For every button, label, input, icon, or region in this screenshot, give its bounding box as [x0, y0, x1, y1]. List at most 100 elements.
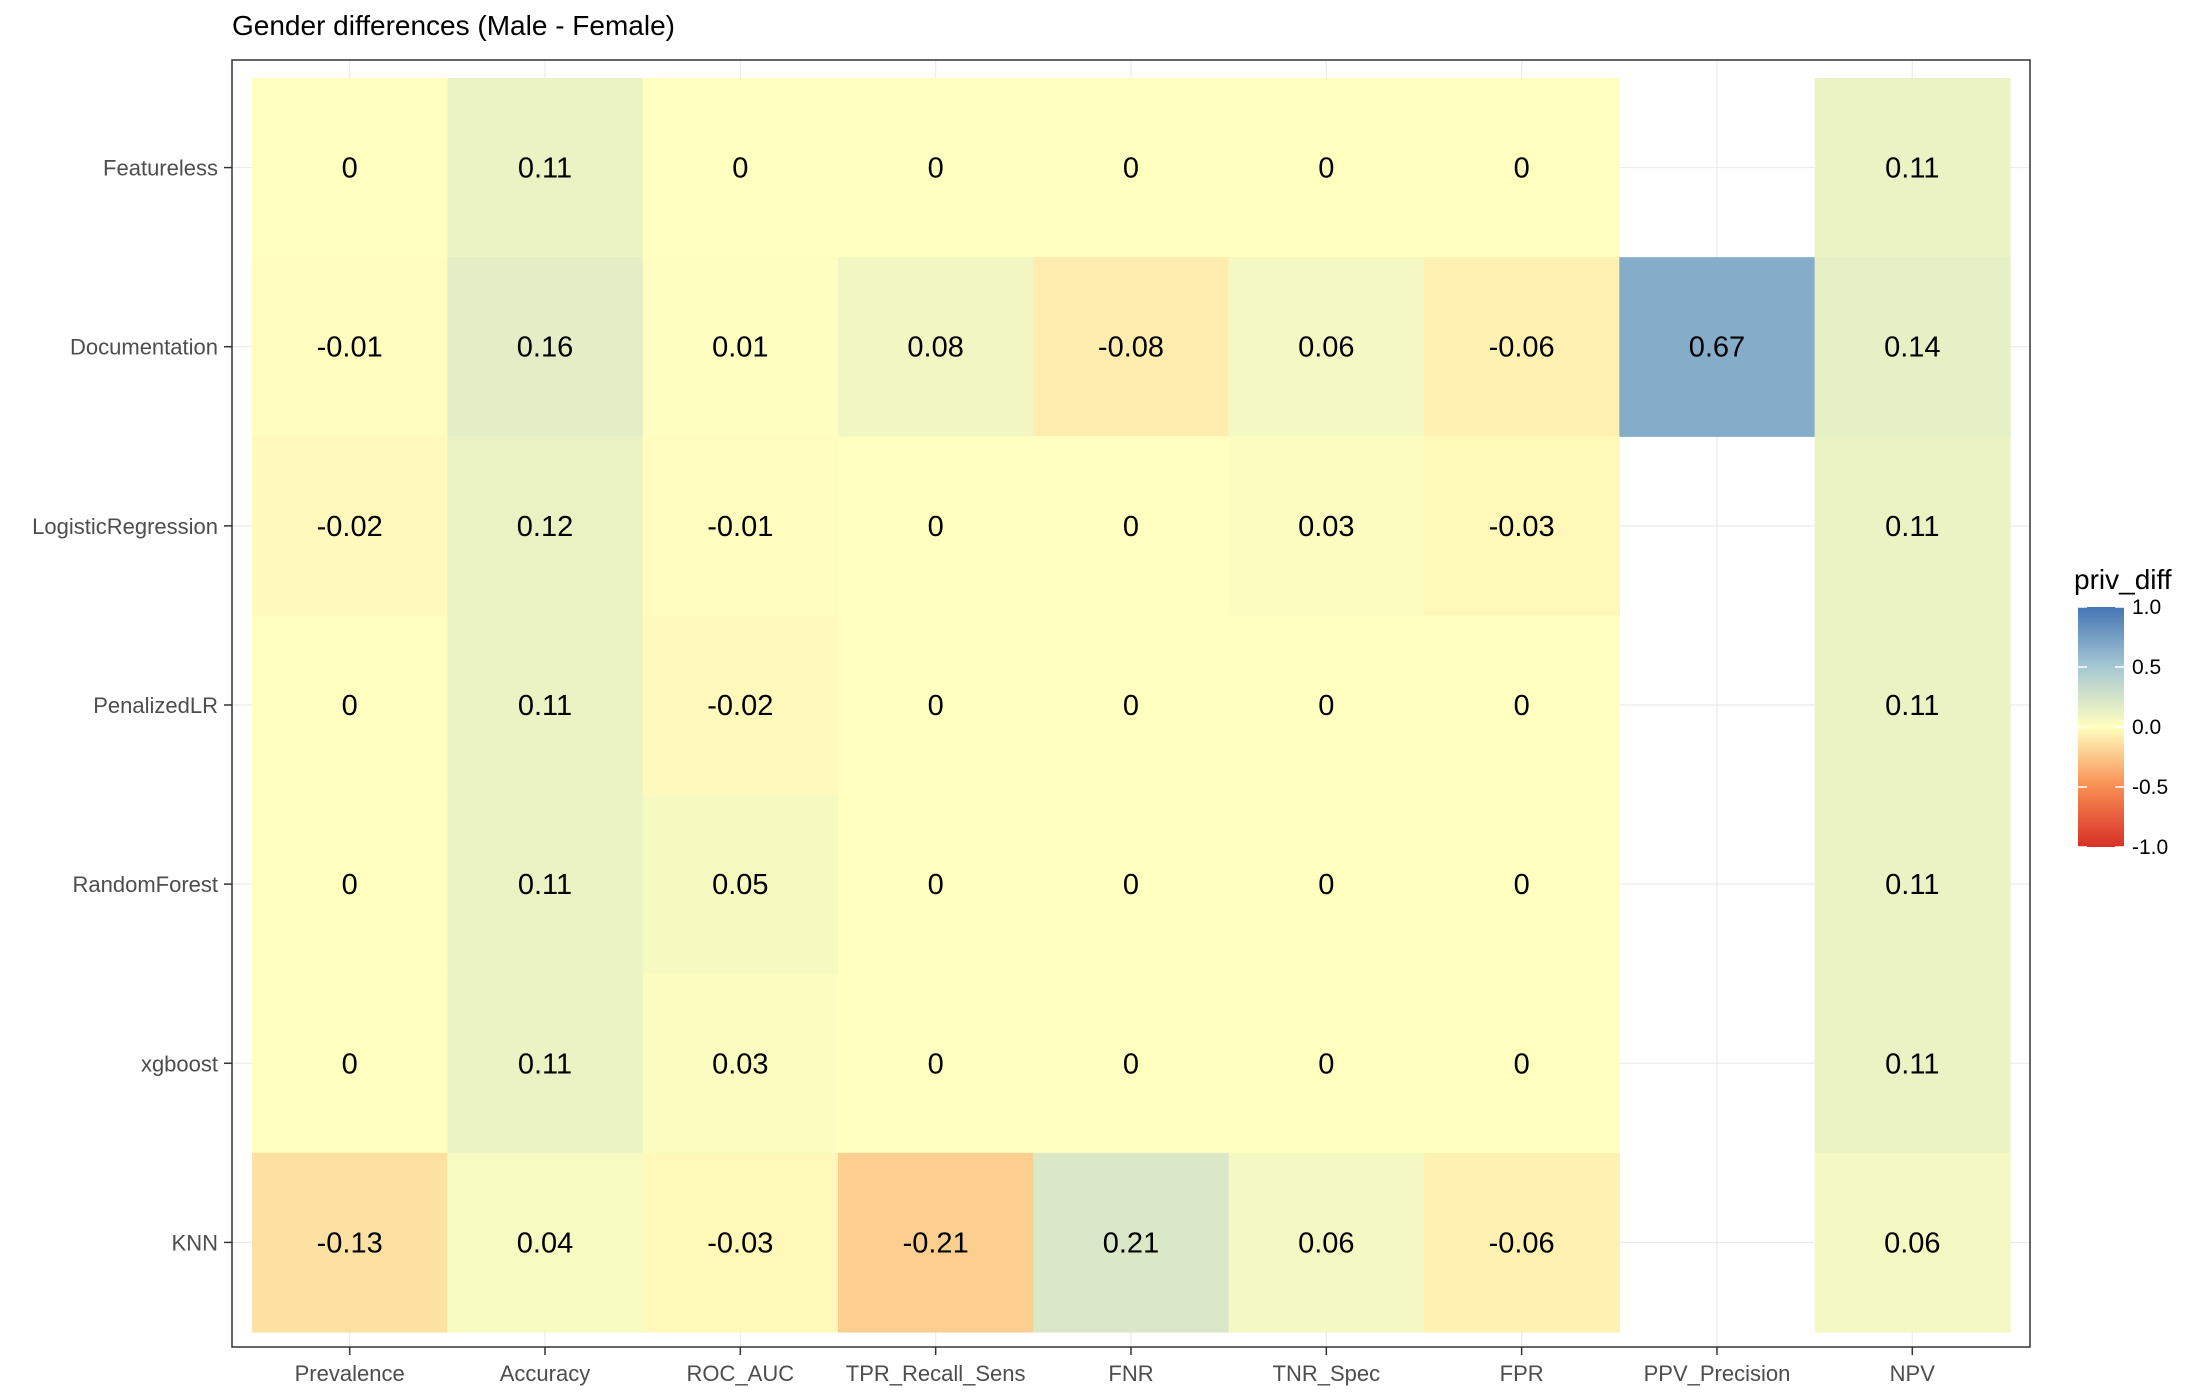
cell-value-label: 0	[1514, 869, 1530, 901]
heatmap-cell	[837, 1152, 1034, 1333]
heatmap-cell	[837, 436, 1034, 617]
cell-value-label: 0	[1514, 153, 1530, 185]
heatmap-cell	[1814, 78, 2011, 258]
cell-value-label: -0.03	[707, 1227, 773, 1259]
heatmap-cell	[1814, 257, 2011, 437]
legend-ticks: 1.0 0.5 0.0 -0.5 -1.0	[2078, 596, 2168, 859]
cell-value-label: 0.08	[907, 332, 963, 364]
y-tick-label: RandomForest	[72, 872, 218, 897]
heatmap-cell	[1228, 1152, 1425, 1333]
cell-value-label: 0.11	[1885, 511, 1939, 543]
y-tick-label: KNN	[172, 1230, 218, 1255]
legend-tick-label: 0.5	[2132, 656, 2161, 679]
cell-value-label: 0.21	[1103, 1227, 1159, 1259]
heatmap-cell	[252, 1152, 448, 1333]
y-tick-label: PenalizedLR	[93, 693, 218, 718]
heatmap-cell	[252, 78, 448, 258]
cell-value-label: -0.08	[1098, 332, 1164, 364]
heatmap-cell	[1228, 78, 1425, 258]
heatmap-cell	[1033, 794, 1230, 975]
x-tick-label: PPV_Precision	[1644, 1361, 1791, 1386]
cell-value-label: 0.06	[1884, 1227, 1940, 1259]
cell-value-label: -0.01	[707, 511, 773, 543]
cell-value-label: 0.11	[1885, 153, 1939, 185]
heatmap-cell	[1423, 436, 1620, 617]
cell-value-label: 0	[928, 869, 944, 901]
heatmap-cell	[252, 436, 448, 617]
y-tick-label: xgboost	[141, 1051, 218, 1076]
cell-value-label: 0.03	[712, 1048, 768, 1080]
heatmap-cell	[1033, 615, 1230, 796]
heatmap-cell	[1033, 436, 1230, 617]
cell-value-label: 0	[928, 1048, 944, 1080]
legend-tick-label: 1.0	[2132, 596, 2161, 619]
cell-value-label: 0.11	[518, 869, 572, 901]
cell-value-label: 0	[1123, 690, 1139, 722]
heatmap-cell	[1033, 1152, 1230, 1333]
heatmap-cell	[837, 615, 1034, 796]
heatmap-cell	[642, 1152, 839, 1333]
legend-tick-label: -0.5	[2132, 776, 2168, 799]
cell-value-label: 0.16	[517, 332, 573, 364]
cell-labels: 0 0.11 0 0 0 0 0 0.11 -0.01 0.16 0.01 0.08 -0.08 0.06…	[317, 153, 1941, 1260]
heatmap-cell	[1423, 615, 1620, 796]
heatmap-cell	[642, 436, 839, 617]
cell-value-label: 0.04	[517, 1227, 573, 1259]
cell-value-label: 0	[928, 690, 944, 722]
cell-value-label: 0.11	[1885, 690, 1939, 722]
cell-value-label: 0.06	[1298, 1227, 1354, 1259]
cell-value-label: 0	[1123, 511, 1139, 543]
cell-value-label: 0.03	[1298, 511, 1354, 543]
cell-value-label: 0	[928, 153, 944, 185]
heatmap-cell	[252, 615, 448, 796]
y-tick-label: Documentation	[70, 335, 218, 360]
heatmap-cell	[642, 78, 839, 258]
cell-value-label: -0.01	[317, 332, 383, 364]
cell-value-label: 0	[1318, 690, 1334, 722]
heatmap-cell	[642, 257, 839, 437]
y-tick-label: LogisticRegression	[32, 514, 218, 539]
cell-value-label: 0	[1123, 153, 1139, 185]
heatmap-cell	[447, 78, 644, 258]
cell-value-label: 0.05	[712, 869, 768, 901]
heatmap-cell	[1228, 794, 1425, 975]
cell-value-label: -0.02	[707, 690, 773, 722]
heatmap-cell	[1814, 794, 2011, 975]
heatmap-cell	[642, 794, 839, 975]
heatmap-cell	[837, 973, 1034, 1154]
heatmap-cell	[1228, 973, 1425, 1154]
heatmap-cell	[1423, 794, 1620, 975]
heatmap-cell	[1814, 615, 2011, 796]
heatmap-cell	[1228, 615, 1425, 796]
cell-value-label: 0.11	[518, 153, 572, 185]
cell-value-label: 0	[1123, 1048, 1139, 1080]
heatmap-cell	[447, 257, 644, 437]
cell-value-label: -0.13	[317, 1227, 383, 1259]
cell-value-label: -0.03	[1489, 511, 1555, 543]
heatmap-cell	[837, 78, 1034, 258]
cell-value-label: 0.11	[518, 1048, 572, 1080]
heatmap-cell	[1423, 1152, 1620, 1333]
cell-value-label: 0	[1514, 690, 1530, 722]
legend: priv_diff 1.0 0.5 0.0 -0.5 -1.0	[2074, 564, 2172, 859]
cell-value-label: 0	[342, 690, 358, 722]
cell-value-label: 0	[1123, 869, 1139, 901]
cell-value-label: 0	[1318, 153, 1334, 185]
x-tick-label: TNR_Spec	[1273, 1361, 1381, 1386]
heatmap-cell	[1814, 973, 2011, 1154]
heatmap-cells	[252, 78, 2011, 1333]
x-tick-label: ROC_AUC	[687, 1361, 795, 1386]
cell-value-label: 0.11	[1885, 869, 1939, 901]
heatmap-cell	[1814, 1152, 2011, 1333]
cell-value-label: 0.67	[1689, 332, 1745, 364]
x-tick-label: TPR_Recall_Sens	[846, 1361, 1026, 1386]
y-axis: Featureless Documentation LogisticRegressi…	[32, 156, 232, 1255]
heatmap-cell	[447, 973, 644, 1154]
y-tick-label: Featureless	[103, 156, 218, 181]
heatmap-cell	[1228, 436, 1425, 617]
heatmap-cell	[447, 615, 644, 796]
x-tick-label: FPR	[1500, 1361, 1544, 1386]
heatmap-cell	[1033, 257, 1230, 437]
heatmap-cell	[1423, 257, 1620, 437]
cell-value-label: 0.06	[1298, 332, 1354, 364]
